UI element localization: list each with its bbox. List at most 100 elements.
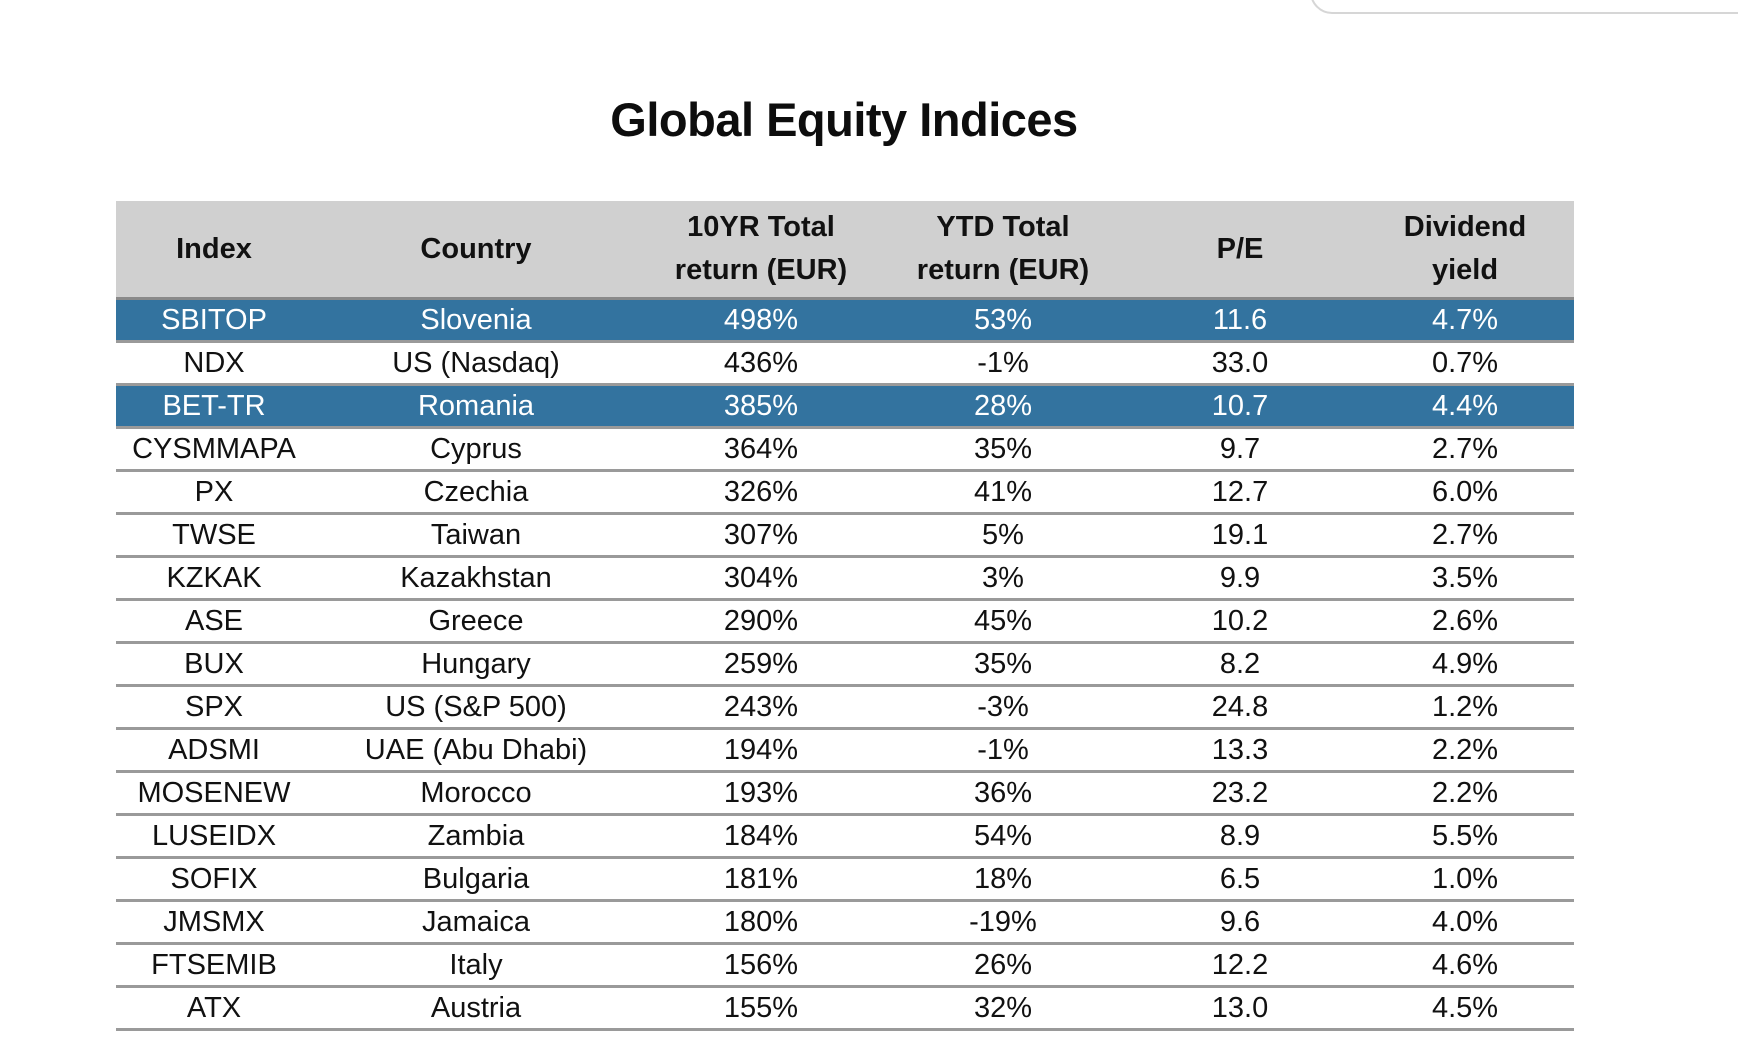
cell-dividend-yield: 1.0%	[1356, 857, 1574, 902]
cell-country: Hungary	[312, 642, 640, 687]
cell-10yr-return: 498%	[640, 298, 882, 343]
cell-10yr-return: 243%	[640, 685, 882, 730]
cell-pe: 9.7	[1124, 427, 1356, 472]
cell-10yr-return: 304%	[640, 556, 882, 601]
cell-dividend-yield: 6.0%	[1356, 470, 1574, 515]
table-row: ADSMI UAE (Abu Dhabi) 194% -1% 13.3 2.2%	[116, 728, 1574, 773]
table-row: SBITOP Slovenia 498% 53% 11.6 4.7%	[116, 298, 1574, 343]
cell-index: SPX	[116, 685, 312, 730]
cell-country: Slovenia	[312, 298, 640, 343]
header-ytd-line1: YTD Total	[936, 211, 1070, 243]
cell-10yr-return: 180%	[640, 900, 882, 945]
table-row: JMSMX Jamaica 180% -19% 9.6 4.0%	[116, 900, 1574, 945]
equity-indices-table-container: Index Country 10YR Total return (EUR) YTD…	[116, 201, 1574, 1031]
cell-index: PX	[116, 470, 312, 515]
cell-ytd-return: -3%	[882, 685, 1124, 730]
cell-index: LUSEIDX	[116, 814, 312, 859]
table-row: FTSEMIB Italy 156% 26% 12.2 4.6%	[116, 943, 1574, 988]
cell-pe: 9.9	[1124, 556, 1356, 601]
table-row: CYSMMAPA Cyprus 364% 35% 9.7 2.7%	[116, 427, 1574, 472]
top-panel-edge	[1310, 0, 1738, 14]
cell-country: Taiwan	[312, 513, 640, 558]
cell-pe: 9.6	[1124, 900, 1356, 945]
cell-dividend-yield: 4.9%	[1356, 642, 1574, 687]
cell-ytd-return: 53%	[882, 298, 1124, 343]
header-index: Index	[116, 201, 312, 300]
cell-10yr-return: 364%	[640, 427, 882, 472]
header-country: Country	[312, 201, 640, 300]
cell-ytd-return: 35%	[882, 427, 1124, 472]
cell-index: CYSMMAPA	[116, 427, 312, 472]
cell-pe: 24.8	[1124, 685, 1356, 730]
cell-ytd-return: 5%	[882, 513, 1124, 558]
table-row: ASE Greece 290% 45% 10.2 2.6%	[116, 599, 1574, 644]
table-row: ATX Austria 155% 32% 13.0 4.5%	[116, 986, 1574, 1031]
cell-country: UAE (Abu Dhabi)	[312, 728, 640, 773]
cell-index: KZKAK	[116, 556, 312, 601]
cell-country: Cyprus	[312, 427, 640, 472]
cell-country: Zambia	[312, 814, 640, 859]
cell-10yr-return: 194%	[640, 728, 882, 773]
cell-ytd-return: 32%	[882, 986, 1124, 1031]
cell-ytd-return: 36%	[882, 771, 1124, 816]
cell-dividend-yield: 2.6%	[1356, 599, 1574, 644]
table-row: SPX US (S&P 500) 243% -3% 24.8 1.2%	[116, 685, 1574, 730]
cell-dividend-yield: 2.2%	[1356, 771, 1574, 816]
cell-country: Czechia	[312, 470, 640, 515]
header-pe-label: P/E	[1216, 232, 1264, 265]
cell-ytd-return: 28%	[882, 384, 1124, 429]
table-row: BET-TR Romania 385% 28% 10.7 4.4%	[116, 384, 1574, 429]
cell-ytd-return: 26%	[882, 943, 1124, 988]
cell-10yr-return: 156%	[640, 943, 882, 988]
cell-dividend-yield: 4.5%	[1356, 986, 1574, 1031]
cell-index: ASE	[116, 599, 312, 644]
table-row: BUX Hungary 259% 35% 8.2 4.9%	[116, 642, 1574, 687]
header-10yr-return: 10YR Total return (EUR)	[640, 201, 882, 300]
cell-index: NDX	[116, 341, 312, 386]
cell-index: BET-TR	[116, 384, 312, 429]
cell-ytd-return: -1%	[882, 728, 1124, 773]
cell-dividend-yield: 0.7%	[1356, 341, 1574, 386]
cell-country: Greece	[312, 599, 640, 644]
cell-pe: 10.2	[1124, 599, 1356, 644]
cell-10yr-return: 290%	[640, 599, 882, 644]
cell-10yr-return: 259%	[640, 642, 882, 687]
cell-ytd-return: 45%	[882, 599, 1124, 644]
table-row: KZKAK Kazakhstan 304% 3% 9.9 3.5%	[116, 556, 1574, 601]
cell-dividend-yield: 1.2%	[1356, 685, 1574, 730]
header-ytd-return: YTD Total return (EUR)	[882, 201, 1124, 300]
cell-country: Morocco	[312, 771, 640, 816]
cell-dividend-yield: 2.7%	[1356, 427, 1574, 472]
cell-10yr-return: 155%	[640, 986, 882, 1031]
header-10yr-line1: 10YR Total	[687, 211, 835, 243]
table-body: SBITOP Slovenia 498% 53% 11.6 4.7% NDX US (Nasd…	[116, 298, 1574, 1031]
cell-country: US (Nasdaq)	[312, 341, 640, 386]
cell-pe: 8.2	[1124, 642, 1356, 687]
header-dividend-yield: Dividend yield	[1356, 201, 1574, 300]
table-row: PX Czechia 326% 41% 12.7 6.0%	[116, 470, 1574, 515]
cell-10yr-return: 385%	[640, 384, 882, 429]
cell-ytd-return: 18%	[882, 857, 1124, 902]
cell-country: Italy	[312, 943, 640, 988]
cell-pe: 11.6	[1124, 298, 1356, 343]
page-title: Global Equity Indices	[610, 93, 1078, 146]
cell-dividend-yield: 2.7%	[1356, 513, 1574, 558]
cell-ytd-return: 35%	[882, 642, 1124, 687]
cell-country: Austria	[312, 986, 640, 1031]
cell-pe: 23.2	[1124, 771, 1356, 816]
cell-ytd-return: -1%	[882, 341, 1124, 386]
cell-pe: 8.9	[1124, 814, 1356, 859]
header-index-label: Index	[176, 232, 252, 265]
table-row: NDX US (Nasdaq) 436% -1% 33.0 0.7%	[116, 341, 1574, 386]
cell-dividend-yield: 4.4%	[1356, 384, 1574, 429]
cell-ytd-return: 3%	[882, 556, 1124, 601]
table-header: Index Country 10YR Total return (EUR) YTD…	[116, 201, 1574, 300]
cell-index: FTSEMIB	[116, 943, 312, 988]
table-row: SOFIX Bulgaria 181% 18% 6.5 1.0%	[116, 857, 1574, 902]
cell-ytd-return: 41%	[882, 470, 1124, 515]
cell-10yr-return: 307%	[640, 513, 882, 558]
cell-index: MOSENEW	[116, 771, 312, 816]
header-country-label: Country	[420, 232, 532, 265]
cell-dividend-yield: 4.6%	[1356, 943, 1574, 988]
cell-pe: 33.0	[1124, 341, 1356, 386]
